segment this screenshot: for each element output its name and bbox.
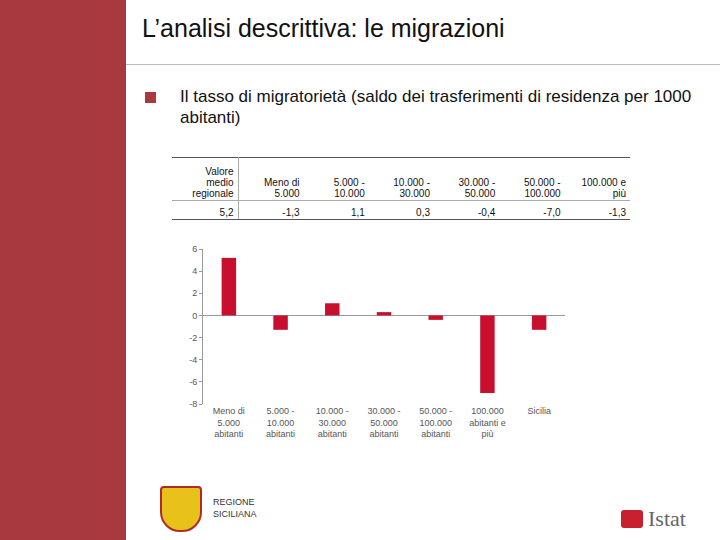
html-text:0,3: 0,3 — [416, 207, 430, 218]
html-text:Meno di 5.000: Meno di 5.000 — [264, 177, 300, 199]
html-text:-1,3: -1,3 — [282, 207, 300, 218]
html-text:100.000 e più: 100.000 e più — [581, 177, 626, 199]
svg-text:30.000 -50.000abitanti: 30.000 -50.000abitanti — [367, 406, 400, 439]
svg-text:-8: -8 — [189, 399, 197, 409]
svg-text:4: 4 — [192, 266, 197, 276]
html-text:10.000 - 30.000: 10.000 - 30.000 — [393, 177, 430, 199]
svg-text:Meno di5.000abitanti: Meno di5.000abitanti — [213, 406, 245, 439]
svg-text:2: 2 — [192, 288, 197, 298]
html-text:-7,0: -7,0 — [543, 207, 561, 218]
html-text:5.000 - 10.000: 5.000 - 10.000 — [333, 177, 365, 199]
svg-text:6: 6 — [192, 244, 197, 254]
html-text:1,1: 1,1 — [350, 207, 365, 218]
html-text:REGIONE SICILIANA: REGIONE SICILIANA — [213, 497, 257, 519]
svg-text:0: 0 — [192, 311, 197, 321]
svg-text:Sicilia: Sicilia — [527, 406, 551, 416]
html-text:50.000 - 100.000: 50.000 - 100.000 — [523, 177, 561, 199]
svg-text:-2: -2 — [189, 333, 197, 343]
html-text:30.000 - 50.000: 30.000 - 50.000 — [458, 177, 496, 199]
svg-text:5.000 -10.000abitanti: 5.000 -10.000abitanti — [266, 406, 295, 439]
html-text:-0,4: -0,4 — [478, 207, 496, 218]
html-text:-1,3: -1,3 — [608, 207, 626, 218]
html-text:L’analisi descrittiva: le migr: L’analisi descrittiva: le migrazioni — [142, 14, 505, 42]
html-text:Valore medio regionale: Valore medio regionale — [192, 166, 234, 199]
svg-text:100.000abitanti epiù: 100.000abitanti epiù — [469, 406, 506, 439]
html-text:5,2: 5,2 — [219, 207, 234, 218]
html-text:Istat: Istat — [648, 506, 686, 531]
svg-text:50.000 -100.000abitanti: 50.000 -100.000abitanti — [419, 406, 452, 439]
svg-text:10.000 -30.000abitanti: 10.000 -30.000abitanti — [316, 406, 349, 439]
svg-text:-6: -6 — [189, 377, 197, 387]
html-text:Il tasso di migratorietà (sald: Il tasso di migratorietà (saldo dei tras… — [180, 87, 692, 127]
svg-text:-4: -4 — [189, 355, 197, 365]
